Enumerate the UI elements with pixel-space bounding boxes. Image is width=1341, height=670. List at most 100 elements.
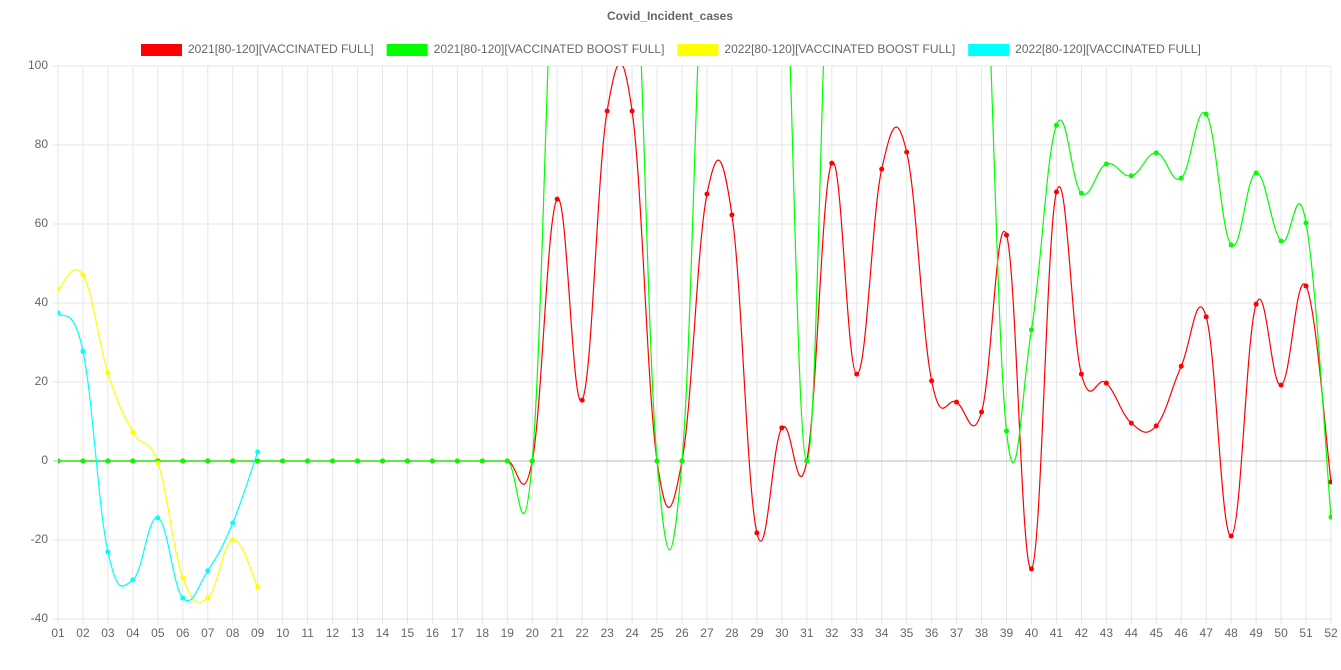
x-tick-label: 26 bbox=[675, 626, 689, 640]
x-tick-label: 01 bbox=[51, 626, 65, 640]
x-tick-label: 18 bbox=[476, 626, 490, 640]
x-tick-label: 04 bbox=[126, 626, 140, 640]
legend-swatch bbox=[386, 44, 428, 56]
data-point bbox=[255, 458, 261, 464]
data-point bbox=[155, 515, 161, 521]
x-tick-label: 12 bbox=[326, 626, 340, 640]
data-point bbox=[130, 429, 136, 435]
data-point bbox=[1328, 514, 1332, 520]
x-tick-label: 16 bbox=[426, 626, 440, 640]
data-point bbox=[105, 370, 111, 376]
data-point bbox=[205, 595, 211, 601]
data-point bbox=[1203, 314, 1209, 320]
y-tick-label: 60 bbox=[35, 216, 49, 230]
data-point bbox=[330, 458, 336, 464]
x-tick-label: 15 bbox=[401, 626, 415, 640]
x-tick-label: 08 bbox=[226, 626, 240, 640]
x-tick-label: 39 bbox=[1000, 626, 1014, 640]
x-tick-label: 25 bbox=[650, 626, 664, 640]
y-tick-label: 100 bbox=[28, 58, 48, 72]
data-point bbox=[130, 577, 136, 583]
data-point bbox=[80, 272, 86, 278]
x-tick-label: 03 bbox=[101, 626, 115, 640]
x-tick-label: 38 bbox=[975, 626, 989, 640]
legend-label: 2021[80-120][VACCINATED FULL] bbox=[188, 42, 374, 56]
x-tick-label: 41 bbox=[1050, 626, 1064, 640]
legend-label: 2022[80-120][VACCINATED BOOST FULL] bbox=[724, 42, 955, 56]
data-point bbox=[280, 458, 286, 464]
data-point bbox=[1303, 283, 1309, 289]
data-point bbox=[1203, 111, 1209, 117]
x-tick-label: 30 bbox=[775, 626, 789, 640]
data-point bbox=[1028, 566, 1034, 572]
y-tick-label: 80 bbox=[35, 137, 49, 151]
x-tick-label: 22 bbox=[575, 626, 589, 640]
data-point bbox=[58, 310, 61, 316]
data-point bbox=[180, 575, 186, 581]
data-point bbox=[1103, 380, 1109, 386]
data-point bbox=[604, 108, 610, 114]
data-point bbox=[130, 458, 136, 464]
data-point bbox=[1103, 161, 1109, 167]
series-line bbox=[58, 66, 1332, 570]
x-tick-label: 48 bbox=[1224, 626, 1238, 640]
data-point bbox=[754, 530, 760, 536]
data-point bbox=[1278, 238, 1284, 244]
data-point bbox=[854, 371, 860, 377]
x-tick-label: 20 bbox=[526, 626, 540, 640]
x-tick-label: 05 bbox=[151, 626, 165, 640]
x-tick-label: 29 bbox=[750, 626, 764, 640]
x-tick-label: 27 bbox=[700, 626, 714, 640]
data-point bbox=[679, 458, 685, 464]
data-point bbox=[205, 568, 211, 574]
x-tick-label: 14 bbox=[376, 626, 390, 640]
data-point bbox=[554, 196, 560, 202]
x-tick-label: 17 bbox=[451, 626, 465, 640]
legend-swatch bbox=[677, 44, 719, 56]
data-point bbox=[879, 166, 885, 172]
x-tick-label: 52 bbox=[1324, 626, 1338, 640]
plot-area bbox=[58, 66, 1332, 603]
data-point bbox=[1253, 170, 1259, 176]
x-tick-label: 21 bbox=[551, 626, 565, 640]
legend-label: 2022[80-120][VACCINATED FULL] bbox=[1015, 42, 1201, 56]
data-point bbox=[230, 520, 236, 526]
data-point bbox=[1253, 301, 1259, 307]
x-tick-label: 50 bbox=[1274, 626, 1288, 640]
x-tick-label: 23 bbox=[600, 626, 614, 640]
data-point bbox=[80, 348, 86, 354]
data-point bbox=[804, 458, 810, 464]
x-tick-label: 47 bbox=[1200, 626, 1214, 640]
chart-title: Covid_Incident_cases bbox=[607, 9, 733, 23]
data-point bbox=[929, 378, 935, 384]
data-point bbox=[954, 399, 960, 405]
x-tick-label: 35 bbox=[900, 626, 914, 640]
data-point bbox=[1004, 428, 1010, 434]
data-point bbox=[829, 160, 835, 166]
data-point bbox=[255, 449, 261, 455]
data-point bbox=[105, 549, 111, 555]
x-tick-label: 09 bbox=[251, 626, 265, 640]
data-point bbox=[1178, 363, 1184, 369]
y-tick-label: 20 bbox=[35, 374, 49, 388]
x-tick-label: 32 bbox=[825, 626, 839, 640]
x-tick-label: 40 bbox=[1025, 626, 1039, 640]
x-tick-label: 13 bbox=[351, 626, 365, 640]
data-point bbox=[779, 425, 785, 431]
data-point bbox=[1328, 479, 1332, 485]
y-tick-label: 40 bbox=[35, 295, 49, 309]
data-point bbox=[429, 458, 435, 464]
data-point bbox=[1128, 173, 1134, 179]
x-tick-label: 42 bbox=[1075, 626, 1089, 640]
data-point bbox=[454, 458, 460, 464]
x-tick-label: 02 bbox=[76, 626, 90, 640]
x-tick-label: 45 bbox=[1150, 626, 1164, 640]
data-point bbox=[1153, 423, 1159, 429]
y-tick-label: -40 bbox=[31, 611, 49, 625]
x-tick-label: 31 bbox=[800, 626, 814, 640]
data-point bbox=[230, 458, 236, 464]
x-tick-label: 24 bbox=[625, 626, 639, 640]
legend-swatch bbox=[968, 44, 1010, 56]
data-point bbox=[654, 458, 660, 464]
